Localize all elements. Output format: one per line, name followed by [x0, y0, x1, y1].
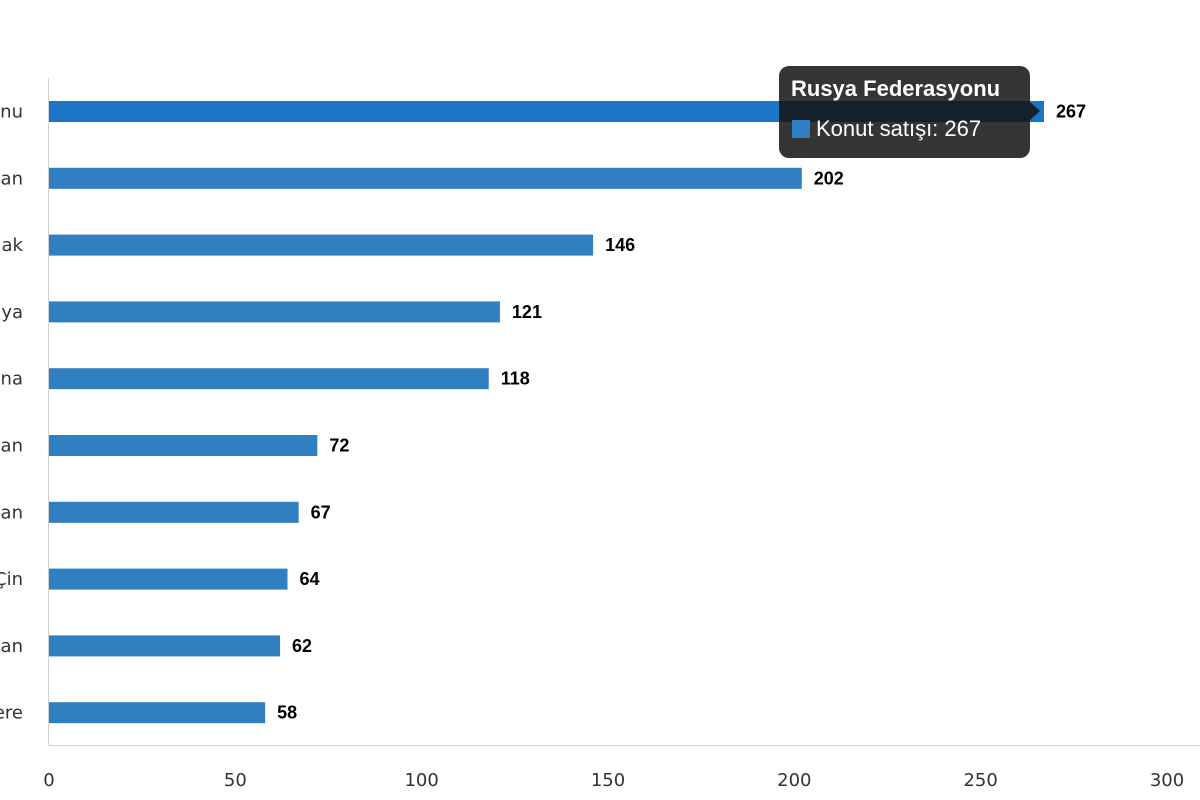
- data-label: 267: [1056, 102, 1086, 122]
- axis-layer: [48, 78, 1200, 746]
- data-label: 62: [292, 636, 312, 656]
- data-label: 72: [329, 436, 349, 456]
- category-label: an: [1, 636, 23, 657]
- data-label: 64: [300, 569, 320, 589]
- data-label: 202: [814, 168, 844, 188]
- tooltip-arrow: [1030, 102, 1040, 120]
- tooltip-title: Rusya Federasyonu: [791, 76, 1001, 101]
- tooltip-series-swatch: [792, 120, 810, 138]
- data-label: 121: [512, 302, 542, 322]
- bar[interactable]: [49, 501, 299, 523]
- category-label: an: [1, 168, 23, 189]
- data-label: 67: [311, 502, 331, 522]
- labels-layer: 0 50 100 150 200 250 300 267 nu 202 an 146 ak 121 ya 11…: [0, 102, 1184, 792]
- data-label: 118: [501, 369, 530, 389]
- bar[interactable]: [49, 234, 594, 256]
- x-tick-label: 100: [404, 770, 438, 791]
- bar[interactable]: [49, 368, 489, 390]
- category-label: Çin: [0, 569, 23, 590]
- x-tick-label: 50: [224, 770, 247, 791]
- bar[interactable]: [49, 435, 318, 456]
- chart-tooltip: Rusya Federasyonu Konut satışı: 267: [779, 66, 1040, 158]
- category-label: an: [1, 436, 23, 457]
- tooltip-series-row: Konut satışı: 267: [791, 114, 1018, 144]
- bar[interactable]: [49, 301, 500, 323]
- bar[interactable]: [49, 635, 281, 657]
- category-label: ya: [1, 302, 23, 323]
- data-label: 146: [605, 235, 635, 255]
- x-tick-label: 250: [963, 770, 997, 791]
- bar[interactable]: [49, 702, 266, 724]
- tooltip-series-text: Konut satışı: 267: [816, 116, 982, 141]
- bar[interactable]: [49, 167, 802, 189]
- x-tick-label: 0: [43, 770, 54, 791]
- bars-layer: [49, 101, 1045, 724]
- bar[interactable]: [49, 568, 288, 590]
- x-tick-label: 150: [591, 770, 625, 791]
- x-tick-label: 200: [777, 770, 811, 791]
- category-label: na: [1, 369, 23, 390]
- category-label: an: [1, 502, 23, 523]
- data-label: 58: [277, 703, 297, 723]
- category-label: ak: [2, 235, 24, 256]
- category-label: nu: [0, 102, 23, 123]
- x-tick-label: 300: [1150, 770, 1184, 791]
- category-label: ere: [0, 703, 23, 724]
